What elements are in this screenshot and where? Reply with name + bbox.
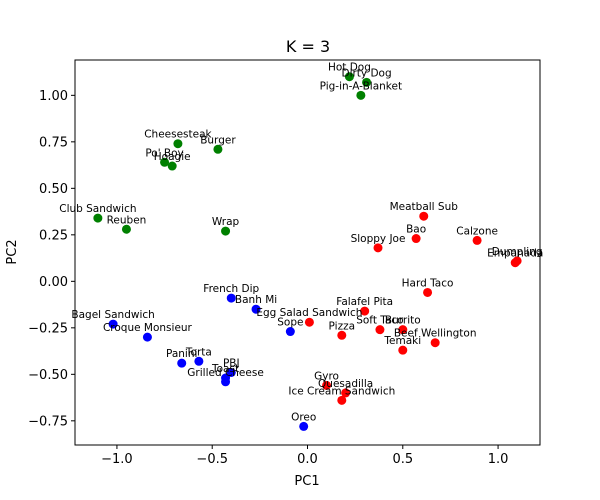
point-label: Dirty Dog xyxy=(341,67,391,79)
point-label: Temaki xyxy=(383,335,421,347)
x-tick-label: −0.5 xyxy=(196,452,228,467)
data-point xyxy=(423,287,433,297)
point-label: Wrap xyxy=(212,216,240,228)
data-point xyxy=(472,235,482,245)
point-label: Panini xyxy=(166,348,197,360)
data-point xyxy=(213,144,223,154)
x-tick-label: 0.0 xyxy=(297,452,318,467)
data-point xyxy=(398,345,408,355)
point-label: Sloppy Joe xyxy=(351,233,406,245)
point-label: Meatball Sub xyxy=(390,201,459,213)
data-point xyxy=(419,211,429,221)
point-label: Dumpling xyxy=(492,246,543,258)
point-label: Grilled Cheese xyxy=(187,367,264,379)
point-label: Reuben xyxy=(107,214,147,226)
point-label: Egg Salad Sandwich xyxy=(256,307,362,319)
point-label: Quesadilla xyxy=(318,378,373,390)
point-label: Po' Boy xyxy=(145,147,183,159)
data-point xyxy=(510,258,520,268)
data-point xyxy=(375,325,385,335)
data-point xyxy=(360,306,370,316)
data-point xyxy=(299,421,309,431)
point-label: Hot Dog xyxy=(328,62,371,74)
data-point xyxy=(221,226,231,236)
data-point xyxy=(226,367,236,377)
chart-title: K = 3 xyxy=(286,37,330,56)
data-point xyxy=(108,319,118,329)
point-label: Torta xyxy=(185,346,212,358)
data-point xyxy=(373,243,383,253)
data-point xyxy=(430,338,440,348)
data-point xyxy=(337,330,347,340)
points-layer xyxy=(93,72,522,431)
data-point xyxy=(304,317,314,327)
x-axis: −1.0 −0.5 0.0 0.5 1.0 xyxy=(101,445,508,467)
data-point xyxy=(356,90,366,100)
data-point xyxy=(221,377,231,387)
data-point xyxy=(173,139,183,149)
y-tick-label: 0.75 xyxy=(39,135,68,150)
point-label: Empanada xyxy=(487,248,543,260)
data-point xyxy=(322,380,332,390)
point-label: Gyro xyxy=(314,370,339,382)
point-label: Beef Wellington xyxy=(394,328,477,340)
y-tick-label: −0.50 xyxy=(28,368,68,383)
point-label: Pizza xyxy=(329,320,355,332)
data-point xyxy=(121,224,131,234)
point-label: Burger xyxy=(200,134,236,146)
point-label: Bao xyxy=(406,224,426,236)
data-point xyxy=(341,388,351,398)
point-label: French Dip xyxy=(203,283,259,295)
y-tick-label: 0.00 xyxy=(39,275,68,290)
data-point xyxy=(177,358,187,368)
y-tick-label: 0.25 xyxy=(39,228,68,243)
data-point xyxy=(251,304,261,314)
point-label: Bagel Sandwich xyxy=(71,309,154,321)
point-label: PBJ xyxy=(223,357,240,369)
data-point xyxy=(194,356,204,366)
point-label: Hoagie xyxy=(154,151,191,163)
data-point xyxy=(142,332,152,342)
point-label: Hard Taco xyxy=(402,277,454,289)
point-label: Cheesesteak xyxy=(144,129,212,141)
x-tick-label: −1.0 xyxy=(101,452,133,467)
point-label: Calzone xyxy=(456,225,498,237)
point-label: Banh Mi xyxy=(235,294,277,306)
y-tick-label: 0.50 xyxy=(39,182,68,197)
y-axis-label: PC2 xyxy=(5,239,20,264)
data-point xyxy=(226,293,236,303)
x-tick-label: 1.0 xyxy=(488,452,509,467)
x-tick-label: 0.5 xyxy=(392,452,413,467)
point-label: Pig-in-A-Blanket xyxy=(320,80,402,92)
point-label: Oreo xyxy=(291,411,316,423)
y-axis: −0.75 −0.50 −0.25 0.00 0.25 0.50 0.75 1.00 xyxy=(28,89,75,429)
point-label: Soft Taco xyxy=(356,315,403,327)
y-tick-label: −0.25 xyxy=(28,321,68,336)
x-axis-label: PC1 xyxy=(294,474,319,489)
point-label: Burrito xyxy=(385,315,421,327)
data-point xyxy=(398,325,408,335)
point-label: Ice Cream Sandwich xyxy=(288,385,395,397)
point-label: Club Sandwich xyxy=(59,203,136,215)
data-point xyxy=(362,77,372,87)
y-tick-label: −0.75 xyxy=(28,414,68,429)
data-point xyxy=(167,161,177,171)
data-point xyxy=(285,327,295,337)
data-point xyxy=(411,234,421,244)
point-label: Croque Monsieur xyxy=(103,322,193,334)
point-label: Falafel Pita xyxy=(336,296,393,308)
y-tick-label: 1.00 xyxy=(39,89,68,104)
point-label: Sope xyxy=(277,317,303,329)
point-label: Toast xyxy=(211,363,239,375)
data-point xyxy=(337,395,347,405)
data-point xyxy=(344,72,354,82)
data-point xyxy=(160,157,170,167)
data-point xyxy=(93,213,103,223)
